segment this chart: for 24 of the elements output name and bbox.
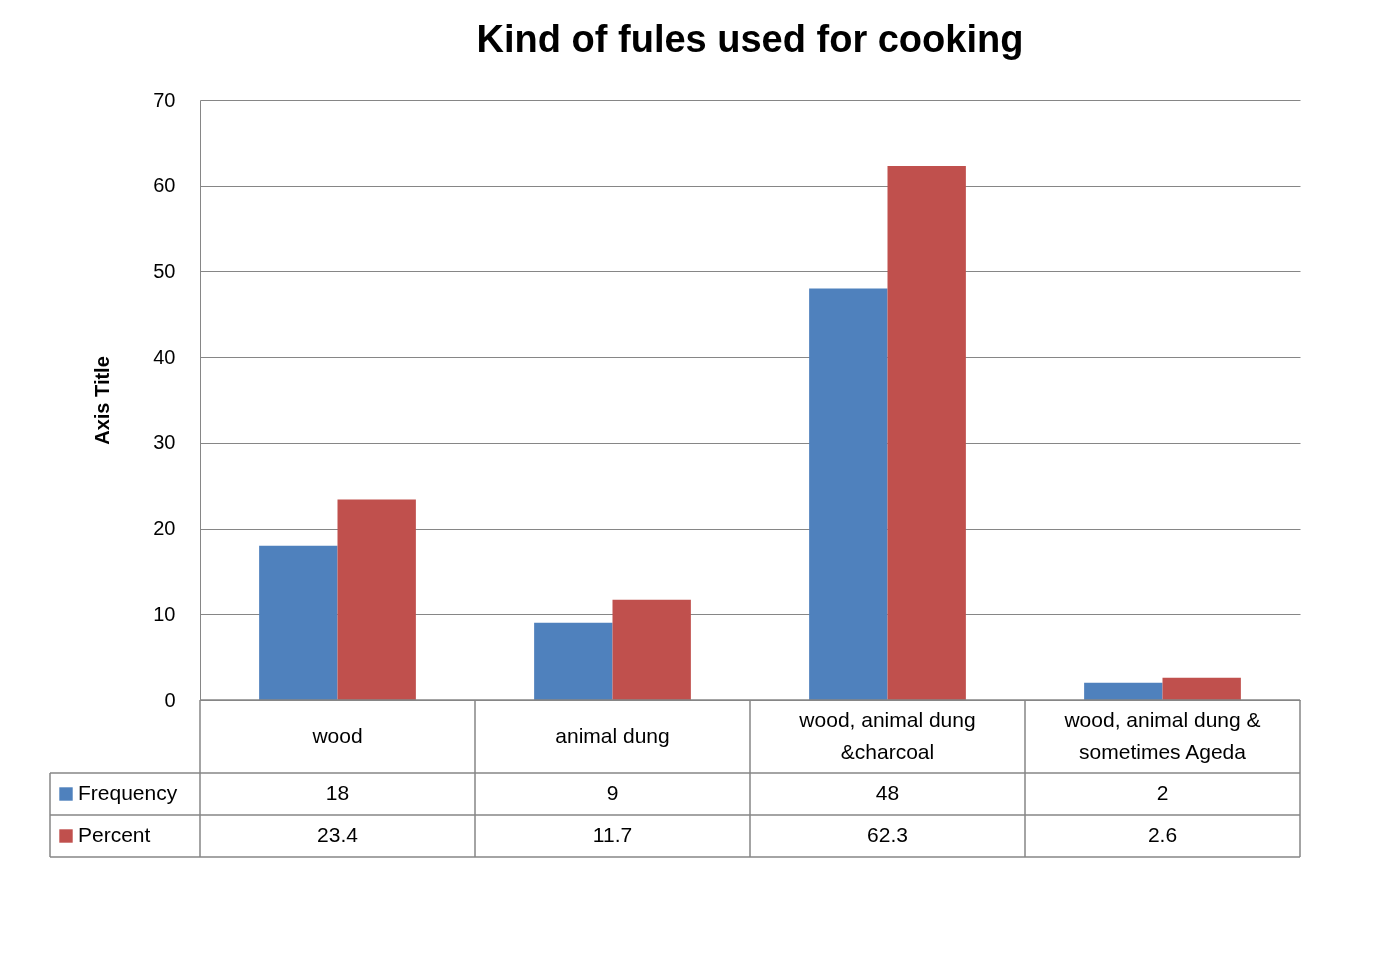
x-tick-label: animal dung bbox=[555, 723, 670, 747]
data-label: 48 bbox=[875, 781, 900, 804]
y-tick-label: 30 bbox=[153, 431, 176, 454]
legend-label: Frequency bbox=[78, 781, 178, 804]
legend-label: Percent bbox=[78, 823, 151, 846]
x-tick-label: wood, animal dung &charcoal bbox=[798, 707, 976, 763]
y-tick-label: 0 bbox=[164, 688, 176, 711]
y-tick-label: 50 bbox=[153, 259, 176, 282]
y-tick-label: 60 bbox=[153, 174, 176, 197]
data-label: 62.3 bbox=[867, 823, 908, 846]
data-label: 9 bbox=[606, 781, 619, 804]
chart-title: Kind of fules used for cooking bbox=[476, 18, 1024, 60]
y-axis-title: Axis Title bbox=[91, 356, 114, 445]
data-label: 23.4 bbox=[317, 823, 359, 846]
y-tick-label: 70 bbox=[153, 88, 176, 111]
data-label: 18 bbox=[325, 781, 350, 804]
x-tick-label: wood, animal dung & sometimes Ageda bbox=[1063, 707, 1261, 763]
y-tick-label: 20 bbox=[153, 517, 176, 540]
data-label: 2 bbox=[1156, 781, 1169, 804]
data-label: 11.7 bbox=[592, 823, 633, 846]
y-tick-label: 40 bbox=[153, 345, 176, 368]
data-label: 2.6 bbox=[1147, 823, 1178, 846]
x-tick-label: wood bbox=[311, 723, 363, 747]
y-tick-label: 10 bbox=[153, 602, 176, 625]
